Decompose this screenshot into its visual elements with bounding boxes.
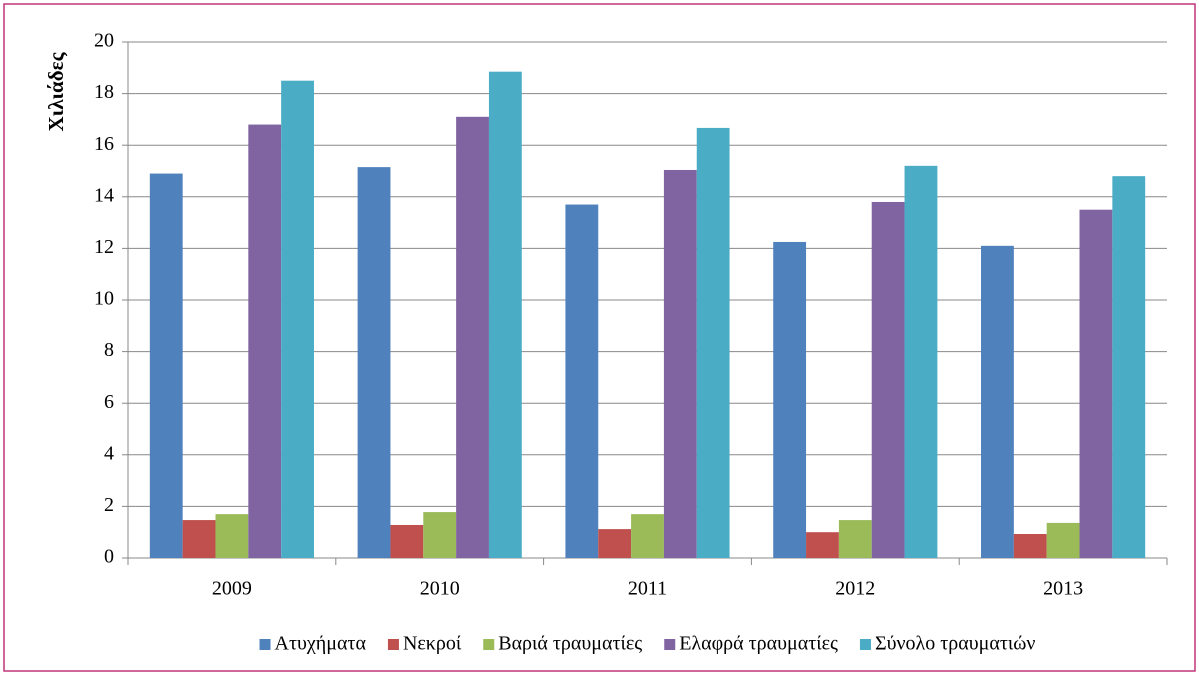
x-tick-label: 2011	[628, 578, 667, 600]
y-tick-label: 12	[94, 236, 114, 258]
bar	[1112, 176, 1146, 558]
bar	[390, 524, 424, 558]
y-tick-label: 6	[104, 391, 114, 413]
legend-label: Σύνολο τραυματιών	[875, 633, 1036, 655]
bar	[149, 173, 183, 558]
x-tick-label: 2012	[835, 578, 875, 600]
legend-label: Βαριά τραυματίες	[498, 633, 642, 655]
bar	[631, 514, 664, 558]
bar	[357, 167, 391, 558]
bar	[215, 514, 249, 558]
bar	[423, 512, 457, 558]
bar	[663, 169, 697, 558]
bar	[248, 124, 282, 558]
y-tick-label: 20	[94, 30, 114, 52]
bar	[981, 245, 1014, 558]
bar	[696, 127, 730, 558]
legend-swatch	[664, 639, 676, 650]
y-tick-label: 14	[94, 184, 114, 206]
bar	[871, 201, 905, 558]
x-tick-label: 2010	[420, 578, 460, 600]
legend-swatch	[483, 639, 495, 650]
bar	[1079, 209, 1113, 558]
bar	[806, 532, 839, 558]
bar	[456, 116, 489, 558]
bar	[1046, 522, 1080, 558]
legend-swatch	[859, 639, 871, 650]
bar	[182, 520, 216, 558]
bar	[773, 241, 807, 558]
legend-label: Νεκροί	[403, 633, 462, 655]
y-tick-label: 2	[104, 494, 114, 516]
x-tick-label: 2013	[1043, 578, 1083, 600]
legend-label: Ελαφρά τραυματίες	[679, 633, 838, 655]
bar	[904, 165, 938, 558]
y-tick-label: 4	[104, 442, 114, 464]
legend-swatch	[259, 639, 271, 650]
y-tick-label: 8	[104, 339, 114, 361]
legend-label: Ατυχήματα	[275, 633, 367, 655]
y-tick-label: 18	[94, 81, 114, 103]
bar	[488, 71, 522, 559]
bar	[565, 204, 599, 559]
y-tick-label: 0	[104, 546, 114, 568]
y-axis-label: Χιλιάδες	[44, 51, 68, 131]
y-tick-label: 16	[94, 133, 114, 155]
legend-swatch	[387, 639, 399, 650]
bar	[1013, 534, 1047, 558]
x-tick-label: 2009	[212, 578, 252, 600]
bar	[838, 520, 872, 558]
y-tick-label: 10	[94, 288, 114, 310]
bar	[598, 529, 632, 558]
bar	[281, 80, 314, 558]
